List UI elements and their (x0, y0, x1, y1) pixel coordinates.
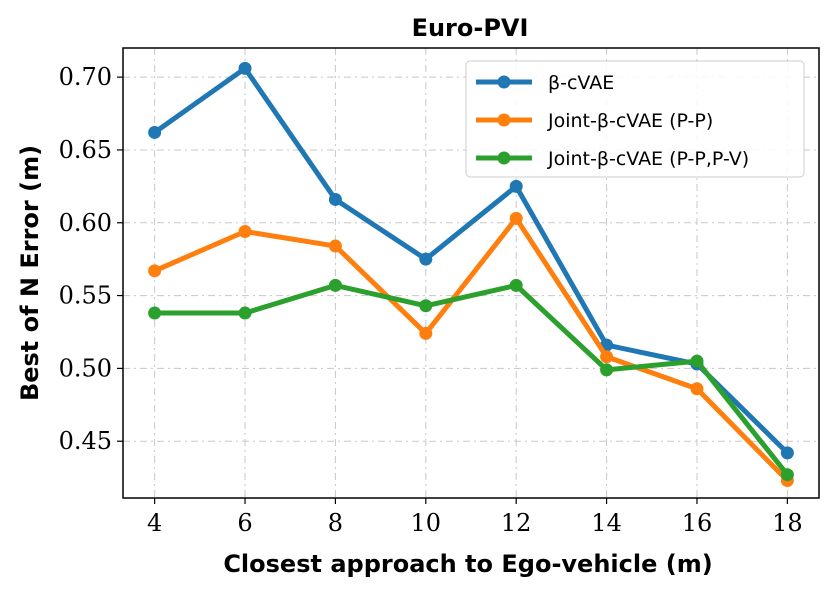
data-point (328, 278, 342, 292)
legend-marker (497, 113, 511, 127)
y-tick-label: 0.60 (59, 209, 112, 237)
x-tick-label: 6 (237, 509, 252, 537)
legend-label: Joint-β-cVAE (P-P,P-V) (547, 148, 749, 170)
legend-box (465, 60, 805, 178)
series-layer (148, 61, 794, 488)
data-point (690, 354, 704, 368)
y-tick-label: 0.70 (59, 63, 112, 91)
y-tick-label: 0.50 (59, 354, 112, 382)
data-point (148, 264, 162, 278)
x-tick-label: 10 (411, 509, 442, 537)
data-point (419, 326, 433, 340)
data-point (690, 382, 704, 396)
x-tick-label: 16 (682, 509, 713, 537)
data-point (600, 363, 614, 377)
y-tick-label: 0.55 (59, 282, 112, 310)
x-axis-label: Closest approach to Ego-vehicle (m) (223, 550, 712, 578)
data-point (148, 125, 162, 139)
data-point (780, 446, 794, 460)
y-tick-label: 0.45 (59, 427, 112, 455)
y-axis-label: Best of N Error (m) (16, 145, 44, 401)
data-point (509, 179, 523, 193)
data-point (238, 306, 252, 320)
data-point (780, 468, 794, 482)
x-tick-label: 4 (147, 509, 162, 537)
x-tick-label: 18 (772, 509, 803, 537)
data-point (328, 192, 342, 206)
x-tick-label: 8 (328, 509, 343, 537)
data-point (148, 306, 162, 320)
series-3 (148, 278, 794, 482)
x-tick-label: 14 (591, 509, 622, 537)
series-line (152, 215, 790, 484)
data-point (419, 299, 433, 313)
data-point (238, 61, 252, 75)
data-point (328, 239, 342, 253)
series-line (152, 282, 790, 478)
legend-label: Joint-β-cVAE (P-P) (547, 110, 713, 132)
data-point (238, 224, 252, 238)
chart-title: Euro-PVI (412, 14, 529, 42)
data-point (509, 278, 523, 292)
legend: β-cVAE Joint-β-cVAE (P-P) Joint-β-cVAE (P-… (465, 60, 805, 178)
legend-marker (497, 75, 511, 89)
axis-ticks: 4 6 8 10 12 14 16 18 0.45 0.50 0.55 0.60 0.65 0.70 (59, 63, 803, 537)
plot-frame (122, 47, 820, 499)
x-tick-label: 12 (501, 509, 532, 537)
legend-marker (497, 151, 511, 165)
data-point (509, 211, 523, 225)
data-point (419, 252, 433, 266)
data-point (600, 350, 614, 364)
y-tick-label: 0.65 (59, 136, 112, 164)
legend-label: β-cVAE (548, 72, 614, 94)
